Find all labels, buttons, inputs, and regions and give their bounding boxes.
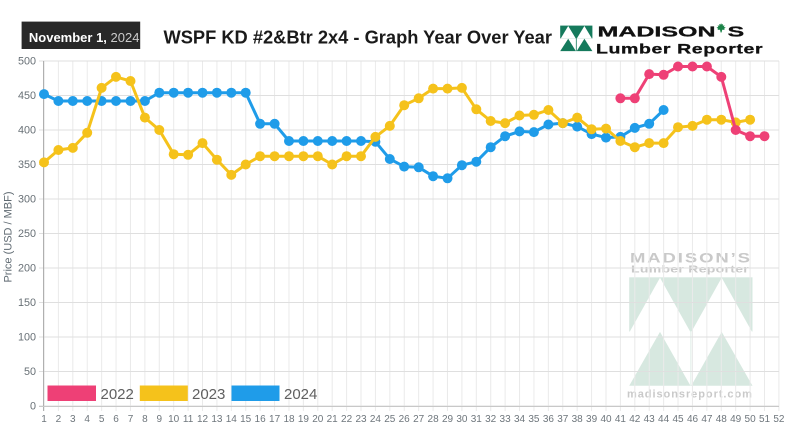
svg-text:45: 45 (672, 414, 684, 425)
svg-text:Price (USD / MBF): Price (USD / MBF) (3, 191, 15, 282)
svg-text:3: 3 (70, 414, 76, 425)
svg-text:madisonsreport.com: madisonsreport.com (627, 389, 753, 401)
svg-text:15: 15 (240, 414, 252, 425)
svg-text:46: 46 (687, 414, 699, 425)
svg-text:43: 43 (644, 414, 656, 425)
svg-text:36: 36 (543, 414, 555, 425)
svg-text:1: 1 (41, 414, 47, 425)
svg-text:November 1, 2024: November 1, 2024 (29, 30, 140, 45)
svg-text:44: 44 (658, 414, 670, 425)
svg-text:39: 39 (586, 414, 598, 425)
svg-text:2023: 2023 (192, 386, 225, 403)
svg-text:500: 500 (18, 56, 36, 68)
svg-text:350: 350 (18, 159, 36, 171)
svg-text:29: 29 (442, 414, 454, 425)
svg-text:7: 7 (128, 414, 134, 425)
svg-text:13: 13 (211, 414, 223, 425)
svg-text:34: 34 (514, 414, 526, 425)
svg-text:23: 23 (355, 414, 367, 425)
svg-text:40: 40 (600, 414, 612, 425)
svg-text:49: 49 (730, 414, 742, 425)
svg-text:S: S (728, 24, 745, 40)
svg-text:9: 9 (157, 414, 163, 425)
svg-text:8: 8 (142, 414, 148, 425)
svg-text:20: 20 (312, 414, 324, 425)
svg-text:14: 14 (226, 414, 238, 425)
svg-text:28: 28 (428, 414, 440, 425)
svg-text:200: 200 (18, 263, 36, 275)
svg-text:26: 26 (399, 414, 411, 425)
svg-text:Lumber Reporter: Lumber Reporter (596, 41, 763, 57)
svg-text:250: 250 (18, 228, 36, 240)
svg-text:10: 10 (168, 414, 180, 425)
svg-text:2: 2 (56, 414, 62, 425)
svg-text:38: 38 (572, 414, 584, 425)
svg-text:42: 42 (629, 414, 641, 425)
svg-text:4: 4 (84, 414, 90, 425)
svg-text:25: 25 (384, 414, 396, 425)
svg-text:12: 12 (197, 414, 209, 425)
svg-text:17: 17 (269, 414, 281, 425)
svg-text:41: 41 (615, 414, 627, 425)
svg-text:6: 6 (113, 414, 119, 425)
svg-text:31: 31 (471, 414, 483, 425)
svg-text:27: 27 (413, 414, 425, 425)
svg-text:0: 0 (30, 401, 36, 413)
svg-text:MADISON’S: MADISON’S (630, 251, 752, 266)
svg-text:51: 51 (759, 414, 771, 425)
svg-text:21: 21 (327, 414, 339, 425)
svg-text:48: 48 (716, 414, 728, 425)
svg-text:WSPF KD #2&Btr 2x4 - Graph Yea: WSPF KD #2&Btr 2x4 - Graph Year Over Yea… (163, 27, 551, 48)
svg-text:16: 16 (255, 414, 267, 425)
svg-text:5: 5 (99, 414, 105, 425)
svg-text:24: 24 (370, 414, 382, 425)
svg-text:100: 100 (18, 332, 36, 344)
svg-text:50: 50 (745, 414, 757, 425)
svg-text:450: 450 (18, 90, 36, 102)
svg-text:47: 47 (701, 414, 713, 425)
svg-text:300: 300 (18, 194, 36, 206)
svg-text:2024: 2024 (284, 386, 317, 403)
svg-text:18: 18 (283, 414, 295, 425)
svg-text:400: 400 (18, 125, 36, 137)
svg-text:30: 30 (456, 414, 468, 425)
svg-text:35: 35 (528, 414, 540, 425)
svg-text:52: 52 (773, 414, 785, 425)
svg-text:150: 150 (18, 297, 36, 309)
svg-text:2022: 2022 (101, 386, 134, 403)
svg-text:50: 50 (24, 366, 36, 378)
svg-text:22: 22 (341, 414, 353, 425)
svg-text:32: 32 (485, 414, 497, 425)
svg-text:MADISON: MADISON (598, 24, 716, 40)
svg-text:37: 37 (557, 414, 569, 425)
svg-text:19: 19 (298, 414, 310, 425)
svg-text:11: 11 (183, 414, 194, 425)
svg-text:33: 33 (500, 414, 512, 425)
svg-text:Lumber Reporter: Lumber Reporter (631, 264, 749, 275)
